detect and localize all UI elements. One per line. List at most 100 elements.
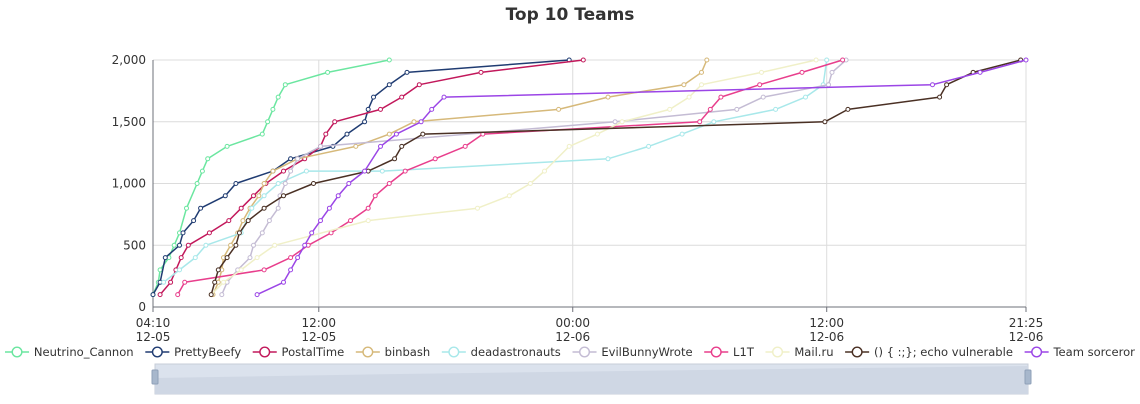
data-point[interactable] <box>311 181 316 186</box>
data-point[interactable] <box>822 119 828 125</box>
data-point[interactable] <box>318 218 323 224</box>
data-point[interactable] <box>256 193 262 199</box>
data-point[interactable] <box>371 94 376 100</box>
data-point[interactable] <box>619 119 625 125</box>
data-point[interactable] <box>168 279 174 285</box>
data-point[interactable] <box>393 131 399 137</box>
data-point[interactable] <box>226 218 232 224</box>
data-point[interactable] <box>681 82 687 88</box>
data-point[interactable] <box>203 242 209 248</box>
data-point[interactable] <box>270 168 276 174</box>
data-point[interactable] <box>699 82 704 88</box>
data-point[interactable] <box>416 82 422 88</box>
legend-item[interactable]: L1T <box>704 345 755 359</box>
data-point[interactable] <box>773 106 779 112</box>
data-point[interactable] <box>198 205 204 211</box>
data-point[interactable] <box>261 181 267 186</box>
legend-item[interactable]: EvilBunnyWrote <box>572 345 693 359</box>
data-point[interactable] <box>365 205 371 211</box>
data-point[interactable] <box>332 119 338 125</box>
legend-item[interactable]: Mail.ru <box>765 345 834 359</box>
data-point[interactable] <box>348 218 353 224</box>
data-point[interactable] <box>224 143 230 149</box>
data-point[interactable] <box>379 168 385 174</box>
data-point[interactable] <box>362 168 368 174</box>
data-point[interactable] <box>266 218 272 224</box>
data-point[interactable] <box>378 106 383 112</box>
data-point[interactable] <box>566 143 572 149</box>
data-point[interactable] <box>288 156 294 162</box>
data-point[interactable] <box>180 230 186 236</box>
data-point[interactable] <box>362 119 368 125</box>
data-point[interactable] <box>175 292 181 298</box>
data-point[interactable] <box>707 106 713 112</box>
data-point[interactable] <box>178 255 184 261</box>
data-point[interactable] <box>302 242 308 248</box>
data-point[interactable] <box>326 205 332 211</box>
data-point[interactable] <box>462 143 468 149</box>
data-point[interactable] <box>699 69 704 75</box>
data-point[interactable] <box>402 168 408 174</box>
data-point[interactable] <box>411 119 417 125</box>
data-point[interactable] <box>344 131 350 137</box>
data-point[interactable] <box>236 230 242 236</box>
data-point[interactable] <box>224 255 230 261</box>
data-point[interactable] <box>275 181 281 186</box>
data-point[interactable] <box>605 94 611 100</box>
data-point[interactable] <box>161 279 167 285</box>
data-point[interactable] <box>245 218 251 224</box>
data-point[interactable] <box>667 106 673 112</box>
data-point[interactable] <box>704 57 710 63</box>
data-point[interactable] <box>251 193 256 199</box>
data-point[interactable] <box>238 205 244 211</box>
data-point[interactable] <box>185 242 191 248</box>
data-point[interactable] <box>177 242 182 248</box>
data-point[interactable] <box>212 279 218 285</box>
data-point[interactable] <box>399 94 405 100</box>
data-point[interactable] <box>194 181 200 186</box>
data-point[interactable] <box>272 242 278 248</box>
data-point[interactable] <box>191 218 197 224</box>
data-point[interactable] <box>192 255 198 261</box>
data-point[interactable] <box>157 267 163 273</box>
data-point[interactable] <box>261 267 267 273</box>
data-point[interactable] <box>265 119 271 125</box>
data-point[interactable] <box>646 143 652 149</box>
data-point[interactable] <box>254 255 260 261</box>
data-point[interactable] <box>247 255 253 261</box>
data-point[interactable] <box>386 181 392 186</box>
data-point[interactable] <box>303 168 309 174</box>
data-point[interactable] <box>386 57 392 63</box>
zoom-handle-left[interactable] <box>151 369 159 385</box>
data-point[interactable] <box>399 143 405 149</box>
data-point[interactable] <box>281 193 286 199</box>
data-point[interactable] <box>506 193 512 199</box>
data-point[interactable] <box>580 57 586 63</box>
data-point[interactable] <box>323 131 329 137</box>
data-point[interactable] <box>392 156 398 162</box>
data-point[interactable] <box>930 82 935 88</box>
legend-item[interactable]: Neutrino_Cannon <box>5 345 134 359</box>
data-point[interactable] <box>813 57 819 63</box>
data-point[interactable] <box>605 156 611 162</box>
data-point[interactable] <box>556 106 562 112</box>
data-point[interactable] <box>418 119 424 125</box>
data-point[interactable] <box>318 143 323 149</box>
data-point[interactable] <box>281 168 286 174</box>
data-point[interactable] <box>829 69 835 75</box>
data-point[interactable] <box>238 267 244 273</box>
data-point[interactable] <box>162 255 168 261</box>
legend-item[interactable]: PostalTime <box>252 345 344 359</box>
data-point[interactable] <box>799 69 805 75</box>
data-point[interactable] <box>711 119 717 125</box>
data-point[interactable] <box>261 193 267 199</box>
data-point[interactable] <box>404 69 410 75</box>
zoom-handle-right[interactable] <box>1024 369 1032 385</box>
data-point[interactable] <box>475 205 480 211</box>
data-point[interactable] <box>309 230 315 236</box>
data-point[interactable] <box>840 57 846 63</box>
data-point[interactable] <box>335 193 341 199</box>
data-point[interactable] <box>760 94 766 100</box>
data-point[interactable] <box>718 94 724 100</box>
data-point[interactable] <box>845 106 851 112</box>
